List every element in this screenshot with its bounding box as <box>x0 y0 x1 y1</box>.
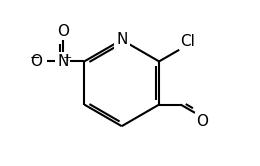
Text: N: N <box>116 32 127 47</box>
Text: N: N <box>57 54 68 69</box>
Text: O: O <box>30 54 42 69</box>
Text: −: − <box>30 52 41 65</box>
Text: +: + <box>63 53 72 63</box>
Text: Cl: Cl <box>180 34 195 49</box>
Text: O: O <box>196 114 208 129</box>
Text: O: O <box>57 24 69 39</box>
